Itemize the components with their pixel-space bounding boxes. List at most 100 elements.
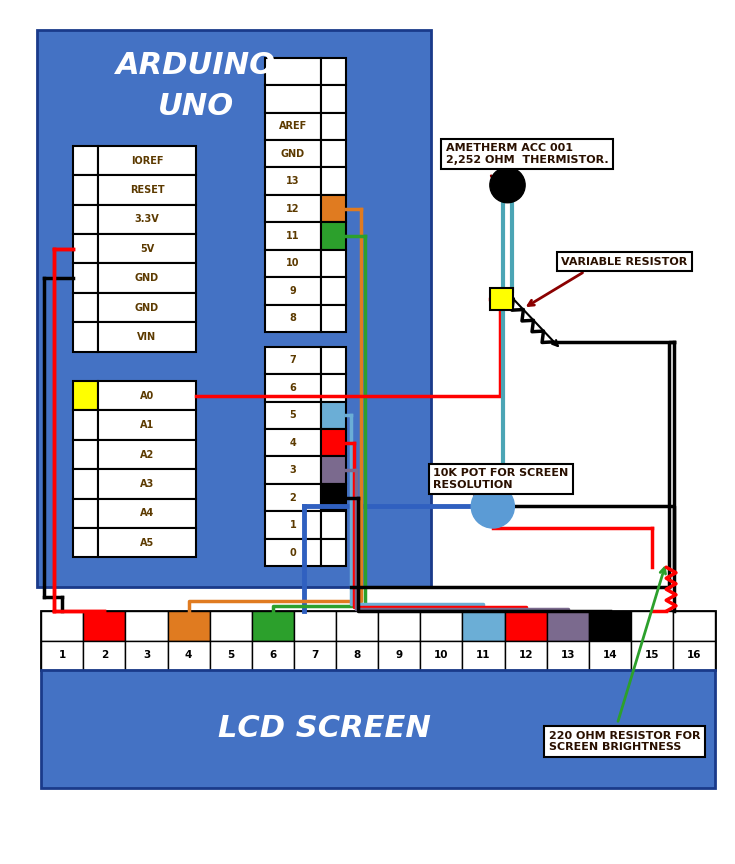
Text: VARIABLE RESISTOR: VARIABLE RESISTOR (562, 257, 688, 266)
Bar (504, 641, 547, 670)
Bar (336, 612, 379, 641)
Bar (265, 277, 321, 305)
Bar (98, 410, 196, 440)
Bar (336, 641, 379, 670)
Bar (168, 641, 209, 670)
Bar (321, 58, 346, 86)
Text: 14: 14 (603, 651, 617, 660)
Bar (321, 222, 346, 250)
Bar (265, 402, 321, 429)
Bar (98, 293, 196, 322)
Bar (265, 58, 321, 86)
Bar (321, 112, 346, 140)
Bar (126, 641, 168, 670)
Bar (321, 86, 346, 112)
Bar (209, 641, 252, 670)
Bar (37, 30, 431, 587)
Bar (209, 612, 252, 641)
Text: 16: 16 (687, 651, 701, 660)
Bar (631, 641, 673, 670)
Bar (265, 484, 321, 511)
Text: 3: 3 (290, 465, 296, 475)
Text: A2: A2 (140, 449, 154, 460)
Text: AREF: AREF (279, 121, 307, 131)
Bar (504, 612, 547, 641)
Bar (98, 175, 196, 205)
Text: 3: 3 (143, 651, 150, 660)
Bar (321, 250, 346, 277)
Bar (265, 250, 321, 277)
Text: 9: 9 (290, 286, 296, 296)
Text: 7: 7 (312, 651, 319, 660)
Bar (462, 641, 504, 670)
Bar (98, 205, 196, 234)
Bar (98, 234, 196, 264)
Text: A4: A4 (140, 508, 154, 518)
Bar (490, 288, 513, 309)
Bar (41, 641, 83, 670)
Bar (265, 86, 321, 112)
Text: RESET: RESET (129, 185, 164, 195)
Bar (98, 146, 196, 175)
Bar (98, 264, 196, 293)
Text: 2: 2 (290, 492, 296, 503)
Text: 0: 0 (290, 548, 296, 557)
Bar (265, 456, 321, 484)
Text: LCD SCREEN: LCD SCREEN (218, 715, 431, 743)
Bar (83, 641, 126, 670)
Text: A3: A3 (140, 479, 154, 489)
Text: 220 OHM RESISTOR FOR
SCREEN BRIGHTNESS: 220 OHM RESISTOR FOR SCREEN BRIGHTNESS (548, 731, 700, 753)
Bar (74, 499, 98, 528)
Bar (74, 322, 98, 352)
Bar (673, 641, 715, 670)
Bar (265, 195, 321, 222)
Bar (74, 264, 98, 293)
Text: 8: 8 (354, 651, 361, 660)
Text: 8: 8 (290, 314, 296, 323)
Bar (41, 670, 715, 788)
Text: GND: GND (281, 149, 305, 159)
Text: 10: 10 (434, 651, 448, 660)
Text: GND: GND (135, 302, 159, 313)
Text: A5: A5 (140, 537, 154, 548)
Bar (589, 641, 631, 670)
Bar (321, 374, 346, 402)
Text: ARDUINO: ARDUINO (116, 51, 276, 80)
Text: 9: 9 (395, 651, 403, 660)
Text: 15: 15 (645, 651, 659, 660)
Text: 10K POT FOR SCREEN
RESOLUTION: 10K POT FOR SCREEN RESOLUTION (433, 468, 568, 490)
Bar (420, 641, 462, 670)
Bar (265, 140, 321, 168)
Text: A1: A1 (140, 420, 154, 430)
Text: AMETHERM ACC 001
2,252 OHM  THERMISTOR.: AMETHERM ACC 001 2,252 OHM THERMISTOR. (445, 143, 609, 164)
Bar (294, 612, 336, 641)
Bar (321, 346, 346, 374)
Bar (294, 641, 336, 670)
Bar (252, 641, 294, 670)
Bar (321, 168, 346, 195)
Bar (379, 641, 420, 670)
Bar (321, 402, 346, 429)
Text: 11: 11 (476, 651, 491, 660)
Bar (74, 293, 98, 322)
Bar (98, 499, 196, 528)
Bar (168, 612, 209, 641)
Text: 4: 4 (185, 651, 193, 660)
Bar (265, 346, 321, 374)
Bar (74, 410, 98, 440)
Bar (74, 440, 98, 469)
Text: 5V: 5V (140, 244, 154, 254)
Bar (321, 305, 346, 332)
Text: 6: 6 (269, 651, 276, 660)
Bar (74, 234, 98, 264)
Bar (98, 469, 196, 499)
Text: UNO: UNO (158, 92, 234, 121)
Bar (631, 612, 673, 641)
Bar (98, 322, 196, 352)
Bar (321, 195, 346, 222)
Text: 2: 2 (101, 651, 108, 660)
Bar (126, 612, 168, 641)
Bar (673, 612, 715, 641)
Bar (547, 612, 589, 641)
Bar (98, 528, 196, 557)
